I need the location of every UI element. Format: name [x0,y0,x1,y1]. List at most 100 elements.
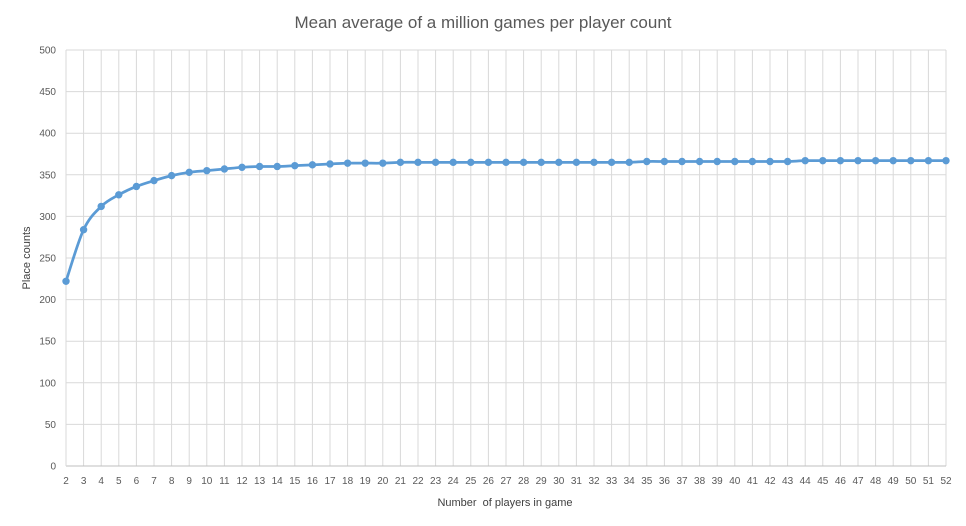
x-tick-label: 2 [63,476,69,487]
data-point [572,158,581,167]
data-point [449,158,457,167]
data-point [115,191,123,199]
x-tick-label: 22 [412,476,424,487]
y-tick-label: 450 [39,87,56,98]
data-point [607,158,616,167]
x-tick-label: 41 [747,476,759,487]
data-point [889,156,897,165]
data-point [255,162,264,171]
data-point [748,157,757,166]
y-tick-label: 50 [45,420,57,431]
data-point [167,171,176,180]
x-tick-label: 27 [500,476,512,487]
data-point [678,157,686,166]
x-tick-label: 3 [81,476,87,487]
data-point [502,158,510,167]
data-point [924,156,933,165]
x-tick-label: 32 [588,476,600,487]
x-tick-label: 34 [624,476,636,487]
data-point [537,158,545,167]
x-tick-label: 19 [360,476,372,487]
x-tick-label: 52 [940,476,952,487]
y-tick-label: 300 [39,212,56,223]
data-point [414,158,422,167]
data-point [431,158,440,167]
data-point [308,161,317,169]
x-tick-label: 36 [659,476,671,487]
x-tick-label: 35 [641,476,653,487]
data-point [907,156,915,165]
x-tick-label: 13 [254,476,266,487]
data-point [590,158,598,167]
x-tick-label: 37 [676,476,688,487]
data-point [484,158,493,167]
grid-lines [66,49,947,466]
data-point [291,161,299,170]
data-point [185,168,193,177]
data-point [467,158,475,167]
x-tick-label: 38 [694,476,706,487]
data-point [819,156,827,165]
x-tick-label: 23 [430,476,442,487]
y-tick-label: 150 [39,337,56,348]
x-tick-label: 12 [236,476,248,487]
data-point [343,159,352,167]
x-tick-label: 49 [888,476,900,487]
x-tick-label: 33 [606,476,618,487]
data-point [660,157,669,166]
x-tick-label: 9 [186,476,192,487]
x-tick-label: 18 [342,476,354,487]
x-tick-label: 24 [448,476,460,487]
x-tick-label: 7 [151,476,157,487]
data-point [783,157,792,166]
x-tick-label: 31 [571,476,583,487]
data-point [238,163,246,172]
data-point [942,156,950,165]
x-tick-label: 39 [712,476,724,487]
y-tick-label: 200 [39,295,56,306]
x-tick-label: 28 [518,476,530,487]
x-tick-label: 48 [870,476,882,487]
y-tick-label: 350 [39,170,56,181]
x-tick-labels: 2 3 4 5 6 7 8 9 10 11 12 13 14 15 16 17 18 19 20 21 22 23 24 25… [63,476,952,487]
y-tick-label: 500 [39,46,56,57]
x-tick-label: 45 [817,476,829,487]
x-tick-label: 25 [465,476,477,487]
data-point [643,157,651,166]
x-tick-label: 16 [307,476,319,487]
x-axis-label: Number of players in game [437,497,572,509]
data-point [62,277,70,285]
x-tick-label: 14 [272,476,284,487]
x-tick-label: 26 [483,476,495,487]
x-tick-label: 17 [324,476,336,487]
x-tick-label: 10 [201,476,213,487]
data-point [132,182,141,191]
data-point [766,157,774,166]
data-point [555,158,563,167]
y-axis-label: Place counts [21,226,33,289]
x-tick-label: 44 [800,476,812,487]
y-tick-label: 250 [39,254,56,265]
chart-title: Mean average of a million games per play… [294,13,671,32]
data-point [625,158,633,167]
data-point [519,158,528,167]
data-point [801,156,809,165]
x-tick-label: 42 [764,476,776,487]
x-tick-label: 20 [377,476,389,487]
x-tick-label: 29 [536,476,548,487]
y-tick-labels: 0 50 100 150 200 250 300 350 400 450 500 [39,46,56,473]
data-point [361,159,369,167]
data-point [713,157,721,166]
data-point [220,165,229,173]
data-point [97,202,105,211]
x-tick-label: 11 [219,476,230,487]
data-point [326,160,334,168]
x-tick-label: 6 [134,476,140,487]
axes [65,50,946,467]
data-point [695,157,704,166]
x-tick-label: 40 [729,476,741,487]
y-tick-label: 100 [39,378,56,389]
x-tick-label: 43 [782,476,794,487]
data-point [150,176,158,185]
data-point [273,162,281,171]
